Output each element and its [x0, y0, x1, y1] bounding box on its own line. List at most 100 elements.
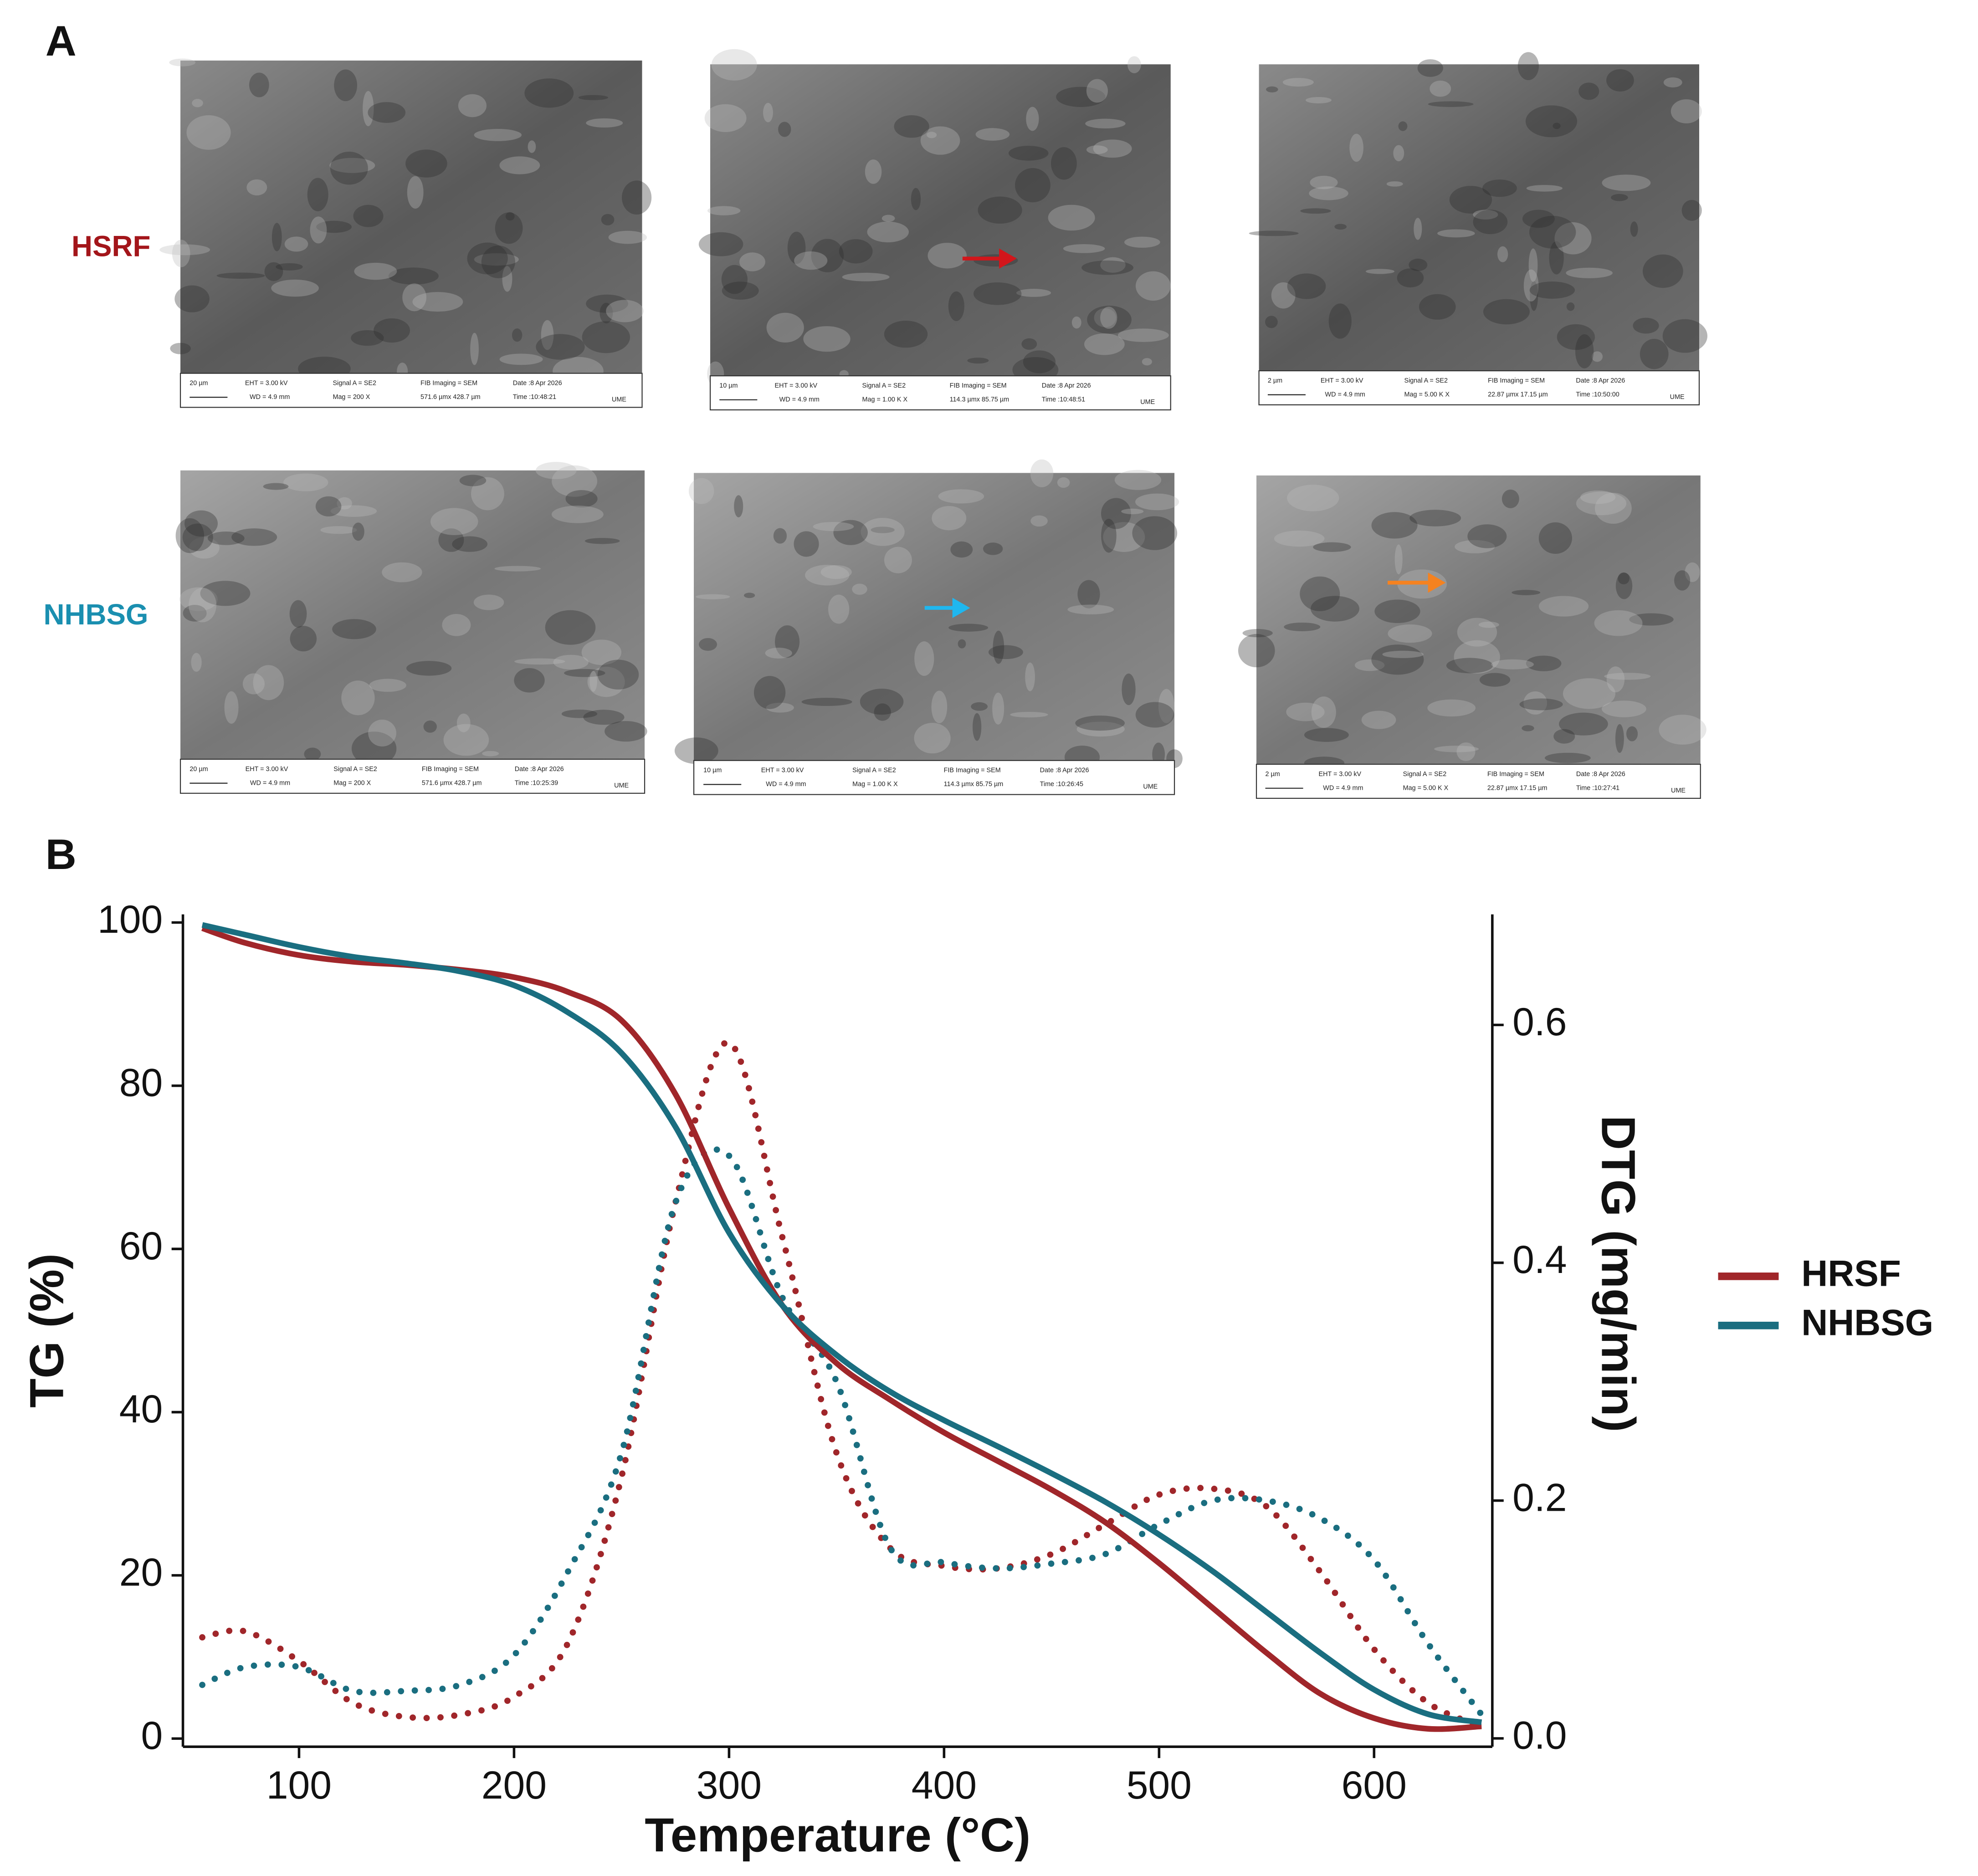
sem-texture: [363, 91, 374, 127]
sem-texture: [183, 604, 207, 622]
info-logo: UME: [612, 396, 626, 404]
sem-texture: [766, 312, 804, 343]
sem-texture: [1135, 493, 1179, 511]
sem-texture: [813, 521, 854, 532]
sem-texture: [1371, 644, 1424, 675]
info-bar: [1258, 370, 1700, 405]
sem-texture: [1398, 121, 1408, 131]
sem-texture: [494, 566, 541, 572]
info-size: 114.3 µmx 85.75 µm: [950, 396, 1009, 404]
sem-texture: [352, 522, 364, 541]
sem-texture: [1313, 542, 1351, 552]
x-tick-label: 100: [266, 1764, 332, 1807]
info-bar: [179, 758, 646, 794]
sem-texture: [1427, 699, 1476, 717]
sem-texture: [1456, 742, 1476, 762]
sem-texture: [601, 214, 615, 225]
sem-texture: [182, 523, 213, 551]
sem-texture: [1361, 711, 1396, 729]
sem-texture: [1526, 655, 1562, 671]
sem-texture: [1287, 273, 1326, 299]
sem-texture: [458, 94, 487, 118]
sem-texture: [589, 670, 597, 692]
sem-texture: [1103, 522, 1145, 552]
sem-texture: [1497, 246, 1508, 262]
sem-texture: [1075, 716, 1125, 731]
sem-texture: [674, 737, 718, 764]
sem-texture: [1086, 79, 1108, 103]
sem-texture: [1409, 510, 1461, 527]
sem-texture: [169, 58, 196, 66]
sem-texture: [172, 240, 190, 267]
sem-texture: [820, 565, 852, 579]
sem-texture: [330, 505, 377, 517]
sem-texture: [1300, 576, 1340, 611]
sem-texture: [1417, 59, 1443, 77]
sem-texture: [353, 204, 384, 227]
sem-texture: [1454, 640, 1500, 674]
sem-texture: [290, 626, 317, 652]
info-size: 571.6 µmx 428.7 µm: [422, 779, 482, 787]
sem-texture: [1023, 350, 1056, 373]
sem-texture: [1354, 659, 1385, 671]
sem-texture: [330, 151, 368, 185]
sem-texture: [581, 639, 622, 665]
sem-texture: [1437, 229, 1475, 238]
sem-texture: [734, 495, 743, 517]
info-mag: Mag = 5.00 K X: [1404, 391, 1450, 399]
sem-texture: [1525, 105, 1578, 138]
sem-texture: [884, 321, 928, 348]
sem-texture: [412, 292, 463, 312]
y2-tick-label: 0.4: [1512, 1238, 1567, 1282]
info-time: Time :10:50:00: [1576, 391, 1619, 399]
sem-texture: [502, 266, 512, 292]
sem-texture: [1142, 358, 1152, 366]
sem-texture: [1544, 752, 1591, 763]
scale-label: 10 µm: [719, 382, 738, 389]
sem-texture: [304, 747, 321, 761]
sem-texture: [1604, 673, 1651, 680]
sem-texture: [329, 158, 375, 173]
sem-texture: [1309, 186, 1348, 200]
sem-texture: [608, 230, 647, 244]
sem-texture: [1576, 491, 1627, 516]
info-wd: WD = 4.9 mm: [250, 779, 290, 787]
sem-texture: [315, 496, 342, 516]
info-date: Date :8 Apr 2026: [1576, 771, 1625, 778]
sem-texture: [1519, 698, 1563, 711]
sem-texture: [456, 713, 471, 732]
info-eht: EHT = 3.00 kV: [775, 382, 818, 389]
sem-texture: [1306, 97, 1332, 104]
y-tick-label: 100: [97, 898, 163, 941]
sem-texture: [1538, 522, 1572, 554]
sem-texture: [1491, 659, 1534, 670]
sem-texture: [175, 518, 205, 553]
row-label: HSRF: [72, 230, 150, 262]
sem-texture: [773, 528, 787, 544]
sem-texture: [1328, 303, 1352, 339]
tg-line: [201, 922, 1482, 1725]
sem-texture: [839, 239, 873, 264]
sem-texture: [1266, 86, 1278, 92]
sem-texture: [765, 648, 792, 659]
sem-texture: [622, 180, 652, 215]
info-bar: [709, 375, 1171, 411]
info-signal: Signal A = SE2: [862, 382, 906, 389]
sem-texture: [794, 531, 819, 557]
sem-texture: [582, 321, 630, 353]
sem-texture: [1592, 351, 1603, 362]
sem-texture: [914, 723, 951, 754]
sem-texture: [1284, 622, 1321, 632]
info-logo: UME: [1671, 787, 1686, 794]
sem-texture: [950, 541, 973, 558]
sem-texture: [1501, 489, 1519, 508]
sem-texture: [911, 188, 921, 210]
sem-texture: [975, 128, 1010, 141]
tg-line: [201, 925, 1482, 1732]
sem-texture: [721, 265, 748, 294]
sem-texture: [867, 221, 909, 243]
sem-texture: [766, 702, 794, 713]
scale-label: 20 µm: [190, 766, 208, 773]
sem-texture: [584, 538, 620, 544]
sem-texture: [1479, 673, 1511, 687]
